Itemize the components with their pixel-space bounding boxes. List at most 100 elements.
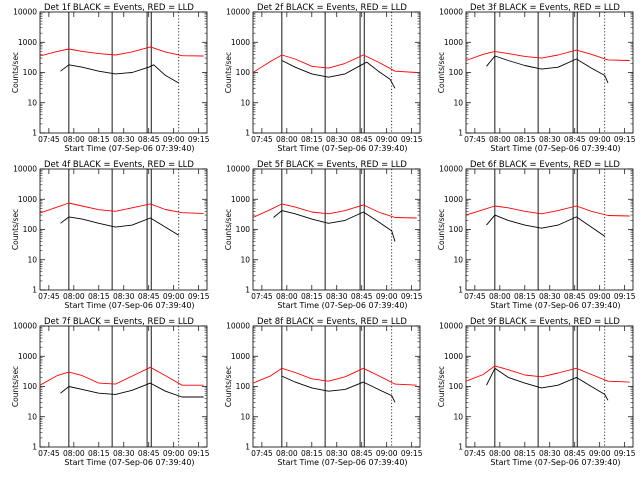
panel-title: Det 3f BLACK = Events, RED = LLD xyxy=(470,3,620,13)
series-line-lld xyxy=(252,54,417,73)
y-tick-label: 10 xyxy=(27,255,37,264)
plot-frame xyxy=(252,11,421,134)
y-tick-label: 10000 xyxy=(226,165,250,174)
y-tick-label: 1 xyxy=(245,286,250,295)
x-tick-label: 07:45 xyxy=(464,292,486,301)
series-line-events xyxy=(60,382,204,398)
y-tick-label: 100 xyxy=(23,382,38,391)
x-axis-label: Start Time (07-Sep-06 07:39:40) xyxy=(277,144,407,153)
panel-5: Det 5f BLACK = Events, RED = LLD 1 10 100 10… xyxy=(224,160,423,310)
y-tick-label: 10000 xyxy=(226,322,250,331)
x-axis-label: Start Time (07-Sep-06 07:39:40) xyxy=(490,144,620,153)
x-tick-label: 08:45 xyxy=(564,292,586,301)
series-line-events xyxy=(60,64,179,84)
x-tick-label: 09:15 xyxy=(188,292,210,301)
x-axis-label: Start Time (07-Sep-06 07:39:40) xyxy=(490,301,620,310)
y-tick-label: 100 xyxy=(449,68,464,77)
plot-frame xyxy=(465,11,634,134)
panel-title: Det 4f BLACK = Events, RED = LLD xyxy=(44,160,194,170)
series-line-lld xyxy=(465,49,630,61)
x-tick-label: 09:15 xyxy=(188,135,210,144)
x-tick-label: 09:15 xyxy=(614,135,636,144)
y-axis-label: Counts/sec xyxy=(224,209,233,250)
x-tick-label: 07:45 xyxy=(464,135,486,144)
y-axis-label: Counts/sec xyxy=(224,52,233,93)
y-tick-label: 10 xyxy=(27,412,37,421)
x-tick-label: 09:15 xyxy=(401,449,423,458)
x-tick-label: 08:15 xyxy=(514,449,536,458)
y-tick-label: 1000 xyxy=(231,38,250,47)
y-tick-label: 10000 xyxy=(13,165,37,174)
y-tick-label: 1000 xyxy=(231,195,250,204)
x-tick-label: 08:45 xyxy=(138,292,160,301)
y-tick-label: 10 xyxy=(27,98,37,107)
x-tick-label: 08:00 xyxy=(63,135,85,144)
plot-frame xyxy=(39,11,208,134)
x-tick-label: 07:45 xyxy=(464,449,486,458)
x-tick-label: 08:00 xyxy=(276,135,298,144)
y-axis-label: Counts/sec xyxy=(11,52,20,93)
panel-title: Det 1f BLACK = Events, RED = LLD xyxy=(44,3,194,13)
x-tick-label: 08:30 xyxy=(326,292,348,301)
x-tick-label: 07:45 xyxy=(38,449,60,458)
y-tick-label: 1 xyxy=(32,286,37,295)
y-tick-label: 1000 xyxy=(444,38,463,47)
x-tick-label: 08:00 xyxy=(489,292,511,301)
y-tick-label: 10000 xyxy=(439,8,463,17)
panel-title: Det 2f BLACK = Events, RED = LLD xyxy=(257,3,407,13)
y-tick-label: 10 xyxy=(453,98,463,107)
x-tick-label: 09:00 xyxy=(163,135,185,144)
y-tick-label: 10000 xyxy=(13,8,37,17)
y-tick-label: 10000 xyxy=(439,322,463,331)
y-tick-label: 10 xyxy=(453,412,463,421)
y-tick-label: 1 xyxy=(32,129,37,138)
x-tick-label: 09:15 xyxy=(401,292,423,301)
x-axis-label: Start Time (07-Sep-06 07:39:40) xyxy=(64,144,194,153)
series-line-lld xyxy=(465,365,630,383)
x-axis-label: Start Time (07-Sep-06 07:39:40) xyxy=(277,458,407,467)
x-tick-label: 07:45 xyxy=(38,135,60,144)
x-tick-label: 09:00 xyxy=(589,135,611,144)
series-line-events xyxy=(486,367,609,401)
panel-title: Det 5f BLACK = Events, RED = LLD xyxy=(257,160,407,170)
y-tick-label: 100 xyxy=(236,382,251,391)
x-tick-label: 09:15 xyxy=(188,449,210,458)
x-tick-label: 07:45 xyxy=(251,135,273,144)
y-tick-label: 1 xyxy=(458,443,463,452)
y-axis-label: Counts/sec xyxy=(437,209,446,250)
y-tick-label: 1 xyxy=(458,286,463,295)
plot-frame xyxy=(465,168,634,291)
y-tick-label: 10 xyxy=(240,412,250,421)
y-axis-label: Counts/sec xyxy=(11,209,20,250)
x-tick-label: 09:00 xyxy=(376,449,398,458)
x-tick-label: 08:15 xyxy=(88,135,110,144)
x-tick-label: 07:45 xyxy=(38,292,60,301)
y-axis-label: Counts/sec xyxy=(11,366,20,407)
x-tick-label: 08:45 xyxy=(351,449,373,458)
y-tick-label: 10 xyxy=(240,255,250,264)
x-tick-label: 07:45 xyxy=(251,292,273,301)
panel-title: Det 9f BLACK = Events, RED = LLD xyxy=(470,317,620,327)
y-tick-label: 10 xyxy=(240,98,250,107)
x-tick-label: 07:45 xyxy=(251,449,273,458)
series-line-lld xyxy=(252,367,417,386)
x-axis-label: Start Time (07-Sep-06 07:39:40) xyxy=(490,458,620,467)
y-tick-label: 100 xyxy=(449,382,464,391)
y-tick-label: 10000 xyxy=(439,165,463,174)
x-tick-label: 09:00 xyxy=(376,135,398,144)
y-tick-label: 1 xyxy=(245,443,250,452)
x-tick-label: 09:00 xyxy=(589,292,611,301)
series-line-lld xyxy=(252,203,417,219)
x-tick-label: 09:15 xyxy=(401,135,423,144)
x-tick-label: 08:30 xyxy=(113,135,135,144)
x-tick-label: 08:45 xyxy=(138,449,160,458)
panel-title: Det 7f BLACK = Events, RED = LLD xyxy=(44,317,194,327)
panel-2: Det 2f BLACK = Events, RED = LLD 1 10 100 10… xyxy=(224,3,423,153)
x-tick-label: 08:15 xyxy=(514,292,536,301)
x-tick-label: 08:30 xyxy=(539,449,561,458)
plot-frame xyxy=(252,325,421,448)
plot-frame xyxy=(39,168,208,291)
y-tick-label: 1000 xyxy=(231,352,250,361)
y-tick-label: 1000 xyxy=(18,195,37,204)
y-tick-label: 1 xyxy=(32,443,37,452)
